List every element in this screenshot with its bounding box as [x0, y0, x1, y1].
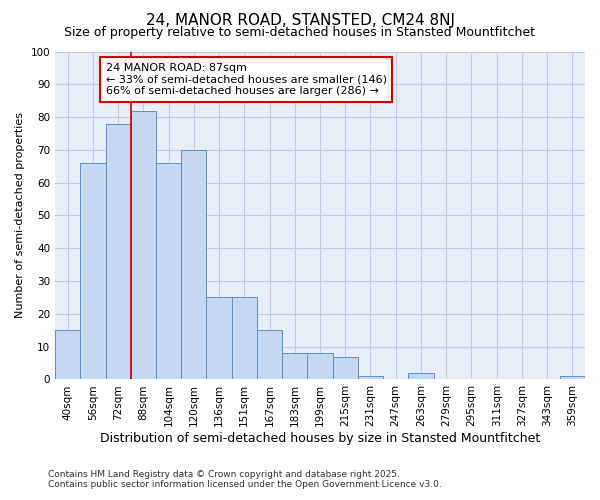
Bar [80, 163, 106, 380]
Text: 24 MANOR ROAD: 87sqm
← 33% of semi-detached houses are smaller (146)
66% of semi: 24 MANOR ROAD: 87sqm ← 33% of semi-detac… [106, 63, 386, 96]
Bar [257, 330, 282, 380]
Bar [181, 150, 206, 380]
X-axis label: Distribution of semi-detached houses by size in Stansted Mountfitchet: Distribution of semi-detached houses by … [100, 432, 540, 445]
Bar [332, 356, 358, 380]
Bar [307, 353, 332, 380]
Bar [55, 330, 80, 380]
Bar [106, 124, 131, 380]
Bar [232, 298, 257, 380]
Bar [156, 163, 181, 380]
Text: 24, MANOR ROAD, STANSTED, CM24 8NJ: 24, MANOR ROAD, STANSTED, CM24 8NJ [146, 12, 455, 28]
Text: Size of property relative to semi-detached houses in Stansted Mountfitchet: Size of property relative to semi-detach… [65, 26, 536, 39]
Bar [131, 110, 156, 380]
Text: Contains HM Land Registry data © Crown copyright and database right 2025.
Contai: Contains HM Land Registry data © Crown c… [48, 470, 442, 489]
Bar [560, 376, 585, 380]
Bar [409, 373, 434, 380]
Bar [358, 376, 383, 380]
Bar [206, 298, 232, 380]
Y-axis label: Number of semi-detached properties: Number of semi-detached properties [15, 112, 25, 318]
Bar [282, 353, 307, 380]
